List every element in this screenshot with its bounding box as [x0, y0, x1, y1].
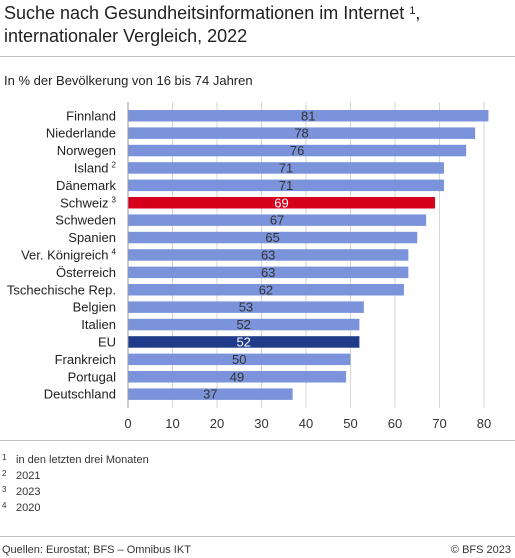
category-label: Schweden [55, 213, 116, 228]
value-label: 50 [232, 352, 246, 367]
value-label: 67 [270, 213, 284, 228]
x-tick-label: 60 [388, 416, 402, 431]
x-tick-label: 30 [254, 416, 268, 431]
title-comma: , [415, 3, 421, 23]
title-divider [0, 56, 515, 57]
x-axis: 0 10 20 30 40 50 60 70 80 [124, 102, 491, 431]
category-label: Belgien [73, 300, 116, 315]
category-label: Italien [81, 317, 116, 332]
category-label: Deutschland [44, 387, 116, 402]
footnote-text: 2023 [16, 486, 41, 498]
category-label: Österreich [56, 265, 116, 280]
footnote-text: in den letzten drei Monaten [16, 454, 149, 466]
bar [128, 301, 364, 313]
x-tick-label: 10 [165, 416, 179, 431]
category-label: Spanien [68, 230, 116, 245]
bar [128, 266, 409, 279]
title-line-1: Suche nach Gesundheitsinformationen im I… [4, 3, 405, 23]
footnotes: 1 in den letzten drei Monaten 2 2021 3 2023… [2, 452, 149, 516]
footnote: 2 2021 [2, 468, 149, 484]
value-label: 65 [265, 230, 279, 245]
bar [128, 336, 360, 348]
bar [128, 231, 418, 244]
footnote-number: 2 [2, 469, 7, 478]
bar [128, 353, 351, 366]
title-line-2: internationaler Vergleich, 2022 [4, 26, 248, 46]
x-tick-label: 20 [210, 416, 224, 431]
chart-title: Suche nach Gesundheitsinformationen im I… [4, 2, 509, 48]
category-label: Portugal [68, 369, 117, 384]
footnote-number: 3 [2, 485, 7, 494]
bar-chart: Finnland Niederlande Norwegen Island 2 Dänema… [7, 102, 491, 431]
title-footnote-ref: 1 [409, 5, 416, 17]
footnote: 3 2023 [2, 484, 149, 500]
category-label: Island 2 [74, 160, 117, 175]
value-label: 63 [261, 265, 275, 280]
value-label: 52 [236, 317, 250, 332]
value-label: 62 [259, 282, 273, 297]
value-label: 76 [290, 143, 304, 158]
footnote-text: 2021 [16, 470, 41, 482]
bar [128, 249, 409, 261]
footnote-number: 4 [2, 501, 7, 510]
value-label: 37 [203, 387, 217, 402]
x-tick-label: 0 [124, 416, 131, 431]
value-label: 71 [279, 178, 293, 193]
bar [128, 284, 404, 296]
bar [128, 214, 427, 226]
value-label: 63 [261, 247, 275, 262]
bar [128, 318, 360, 331]
category-footnote-ref: 4 [112, 247, 117, 256]
bar [128, 127, 476, 139]
bar [128, 110, 489, 122]
value-label: 69 [274, 195, 288, 210]
footnote-number: 1 [2, 453, 7, 462]
value-label: 81 [301, 108, 315, 123]
x-tick-label: 70 [432, 416, 446, 431]
category-label: Ver. Königreich 4 [21, 247, 116, 262]
value-label: 53 [239, 300, 253, 315]
x-tick-label: 80 [477, 416, 491, 431]
category-label: Norwegen [57, 143, 116, 158]
category-label: Finnland [66, 108, 116, 123]
category-footnote-ref: 3 [112, 195, 117, 204]
category-label: Schweiz 3 [60, 195, 116, 210]
bar [128, 371, 347, 383]
category-label: Tschechische Rep. [7, 282, 116, 297]
value-label: 52 [236, 334, 250, 349]
source-note: Quellen: Eurostat; BFS – Omnibus IKT [2, 544, 191, 556]
value-label: 78 [294, 126, 308, 141]
footnote: 1 in den letzten drei Monaten [2, 452, 149, 468]
footnote: 4 2020 [2, 500, 149, 516]
chart-divider [0, 440, 515, 441]
bar [128, 144, 467, 157]
value-labels: 81 78 76 71 71 69 67 65 63 63 62 53 52 52 50 49 37 [203, 108, 315, 401]
bar [128, 388, 293, 400]
category-footnote-ref: 2 [112, 160, 117, 169]
chart-subtitle: In % der Bevölkerung von 16 bis 74 Jahre… [4, 73, 253, 88]
footer-divider [0, 536, 515, 537]
bar [128, 162, 444, 174]
bar [128, 179, 444, 192]
bars [128, 110, 489, 400]
category-label: Niederlande [46, 126, 116, 141]
category-label: EU [98, 334, 116, 349]
x-tick-label: 40 [299, 416, 313, 431]
footnote-text: 2020 [16, 502, 41, 514]
category-label: Frankreich [55, 352, 116, 367]
category-label: Dänemark [56, 178, 116, 193]
copyright: © BFS 2023 [450, 544, 511, 556]
value-label: 71 [279, 160, 293, 175]
value-label: 49 [230, 369, 244, 384]
x-tick-label: 50 [343, 416, 357, 431]
category-labels: Finnland Niederlande Norwegen Island 2 Dänema… [7, 108, 117, 401]
bar [128, 197, 436, 209]
